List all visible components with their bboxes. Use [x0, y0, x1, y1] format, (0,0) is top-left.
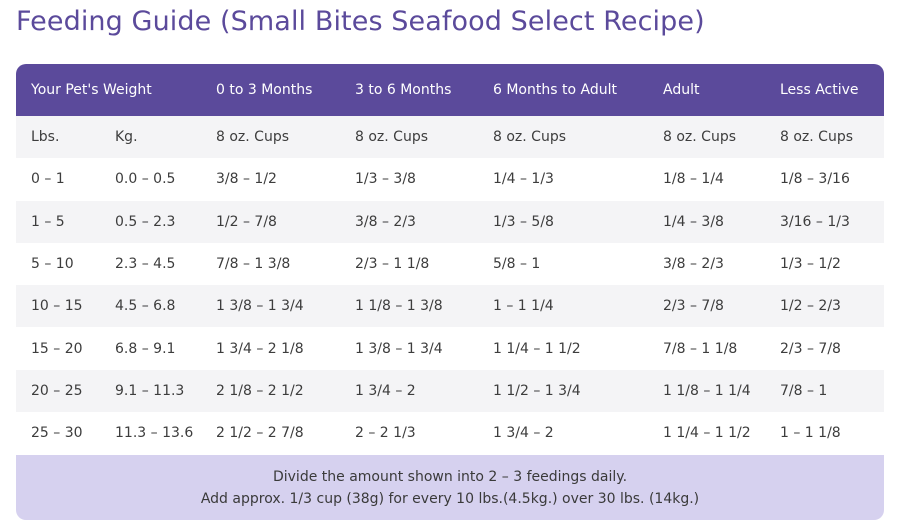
cell-adult: 1/4 – 3/8 [663, 213, 724, 230]
subheader-cups: 8 oz. Cups [216, 129, 290, 146]
cell-0-3-months: 1 3/4 – 2 1/8 [216, 340, 304, 357]
cell-adult: 7/8 – 1 1/8 [663, 340, 738, 357]
cell-0-3-months: 1/2 – 7/8 [216, 213, 277, 230]
cell-adult: 1 1/4 – 1 1/2 [663, 425, 751, 442]
header-6-months-adult: 6 Months to Adult [493, 82, 617, 98]
subheader-lbs: Lbs. [31, 129, 60, 146]
footnote-line-1: Divide the amount shown into 2 – 3 feedi… [272, 468, 628, 485]
table-row: 10 – 15 4.5 – 6.8 1 3/8 – 1 3/4 1 1/8 – 1 3… [16, 285, 884, 328]
cell-3-6-months: 2/3 – 1 1/8 [355, 256, 430, 273]
cell-3-6-months: 1 3/8 – 1 3/4 [355, 340, 443, 357]
header-0-3-months: 0 to 3 Months [216, 82, 313, 98]
cell-less-active: 2/3 – 7/8 [780, 340, 841, 357]
cell-3-6-months: 1/3 – 3/8 [355, 171, 416, 188]
cell-6-months-adult: 1 – 1 1/4 [493, 298, 554, 315]
cell-less-active: 7/8 – 1 [780, 382, 828, 399]
table-row: 20 – 25 9.1 – 11.3 2 1/8 – 2 1/2 1 3/4 – 2 1… [16, 369, 884, 413]
page-title: Feeding Guide (Small Bites Seafood Selec… [16, 6, 705, 37]
cell-kg: 9.1 – 11.3 [115, 382, 185, 399]
table-subheader-row: Lbs. Kg. 8 oz. Cups 8 oz. Cups 8 oz. Cup… [16, 116, 884, 159]
cell-adult: 2/3 – 7/8 [663, 298, 724, 315]
table-row: 15 – 20 6.8 – 9.1 1 3/4 – 2 1/8 1 3/8 – 1 3… [16, 327, 884, 370]
cell-0-3-months: 2 1/8 – 2 1/2 [216, 382, 304, 399]
header-less-active: Less Active [780, 82, 859, 98]
table-row: 5 – 10 2.3 – 4.5 7/8 – 1 3/8 2/3 – 1 1/8 5/8… [16, 242, 884, 286]
cell-3-6-months: 1 3/4 – 2 [355, 382, 416, 399]
cell-6-months-adult: 5/8 – 1 [493, 256, 541, 273]
cell-lbs: 10 – 15 [31, 298, 83, 315]
header-3-6-months: 3 to 6 Months [355, 82, 452, 98]
cell-6-months-adult: 1 1/2 – 1 3/4 [493, 382, 581, 399]
cell-kg: 0.0 – 0.5 [115, 171, 176, 188]
cell-lbs: 0 – 1 [31, 171, 65, 188]
cell-less-active: 1/2 – 2/3 [780, 298, 841, 315]
feeding-table: Your Pet's Weight 0 to 3 Months 3 to 6 M… [16, 64, 884, 455]
cell-lbs: 5 – 10 [31, 256, 74, 273]
cell-6-months-adult: 1/4 – 1/3 [493, 171, 554, 188]
cell-less-active: 1/8 – 3/16 [780, 171, 850, 188]
cell-lbs: 20 – 25 [31, 382, 83, 399]
cell-less-active: 1/3 – 1/2 [780, 256, 841, 273]
cell-kg: 2.3 – 4.5 [115, 256, 176, 273]
cell-0-3-months: 1 3/8 – 1 3/4 [216, 298, 304, 315]
subheader-cups: 8 oz. Cups [355, 129, 429, 146]
cell-kg: 6.8 – 9.1 [115, 340, 176, 357]
table-header-row: Your Pet's Weight 0 to 3 Months 3 to 6 M… [16, 64, 884, 116]
table-row: 0 – 1 0.0 – 0.5 3/8 – 1/2 1/3 – 3/8 1/4 – 1/… [16, 158, 884, 201]
header-weight: Your Pet's Weight [31, 82, 152, 98]
cell-adult: 1 1/8 – 1 1/4 [663, 382, 751, 399]
subheader-cups: 8 oz. Cups [780, 129, 854, 146]
cell-0-3-months: 2 1/2 – 2 7/8 [216, 425, 304, 442]
table-row: 1 – 5 0.5 – 2.3 1/2 – 7/8 3/8 – 2/3 1/3 – 5/… [16, 200, 884, 243]
cell-3-6-months: 1 1/8 – 1 3/8 [355, 298, 443, 315]
feeding-guide-card: Your Pet's Weight 0 to 3 Months 3 to 6 M… [16, 64, 884, 520]
cell-kg: 0.5 – 2.3 [115, 213, 176, 230]
cell-6-months-adult: 1 1/4 – 1 1/2 [493, 340, 581, 357]
cell-lbs: 15 – 20 [31, 340, 83, 357]
cell-3-6-months: 2 – 2 1/3 [355, 425, 416, 442]
cell-adult: 1/8 – 1/4 [663, 171, 724, 188]
footnote-line-2: Add approx. 1/3 cup (38g) for every 10 l… [200, 490, 700, 507]
cell-less-active: 1 – 1 1/8 [780, 425, 841, 442]
cell-3-6-months: 3/8 – 2/3 [355, 213, 416, 230]
header-adult: Adult [663, 82, 700, 98]
cell-kg: 11.3 – 13.6 [115, 425, 194, 442]
cell-less-active: 3/16 – 1/3 [780, 213, 850, 230]
cell-6-months-adult: 1 3/4 – 2 [493, 425, 554, 442]
table-row: 25 – 30 11.3 – 13.6 2 1/2 – 2 7/8 2 – 2 1/3… [16, 412, 884, 455]
cell-0-3-months: 7/8 – 1 3/8 [216, 256, 291, 273]
cell-lbs: 1 – 5 [31, 213, 65, 230]
subheader-cups: 8 oz. Cups [663, 129, 737, 146]
cell-kg: 4.5 – 6.8 [115, 298, 176, 315]
cell-lbs: 25 – 30 [31, 425, 83, 442]
cell-adult: 3/8 – 2/3 [663, 256, 724, 273]
subheader-cups: 8 oz. Cups [493, 129, 567, 146]
cell-6-months-adult: 1/3 – 5/8 [493, 213, 554, 230]
cell-0-3-months: 3/8 – 1/2 [216, 171, 277, 188]
feeding-footnote: Divide the amount shown into 2 – 3 feedi… [16, 455, 884, 520]
subheader-kg: Kg. [115, 129, 138, 146]
